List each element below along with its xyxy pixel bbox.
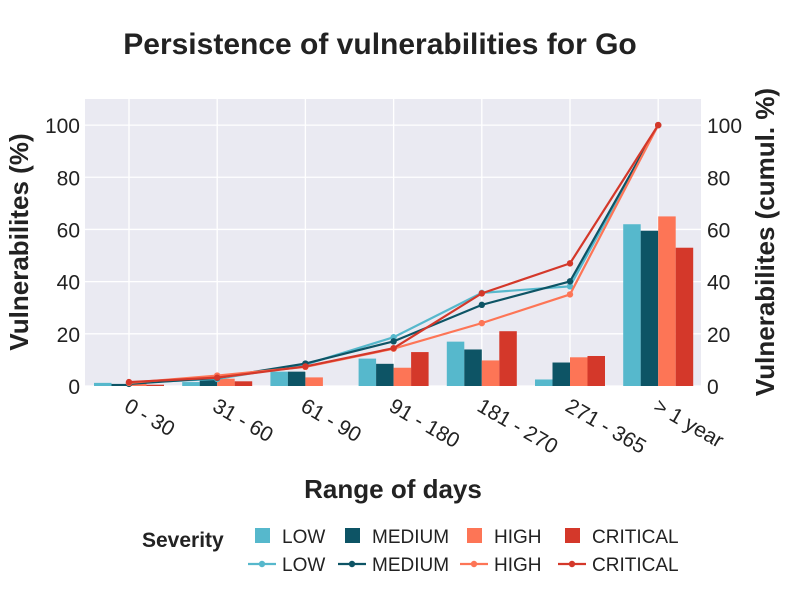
bar-low-5	[535, 379, 553, 386]
bar-low-6	[623, 224, 641, 386]
legend-marker-line-low	[258, 560, 266, 568]
y2-tick-label: 0	[707, 376, 719, 399]
y2-axis-label: Vulnerabilites (cumul. %)	[750, 88, 780, 396]
legend-title: Severity	[142, 529, 224, 552]
point-critical-3	[390, 344, 397, 352]
y2-tick-label: 60	[707, 219, 730, 242]
y-tick-label: 40	[57, 272, 80, 295]
x-tick-label: 31 - 60	[209, 394, 277, 447]
x-tick-label: 181 - 270	[473, 394, 561, 458]
point-critical-5	[566, 260, 574, 267]
legend-label-line-medium: MEDIUM	[372, 555, 449, 576]
point-critical-1	[214, 374, 221, 381]
y-axis-ticks: 0 20 40 60 80 100	[45, 115, 80, 399]
bar-critical-1	[234, 381, 253, 386]
bar-critical-0	[146, 384, 164, 386]
bars	[94, 216, 694, 386]
bar-low-2	[270, 371, 288, 386]
bar-high-1	[217, 378, 235, 386]
y2-tick-label: 100	[707, 115, 742, 138]
bar-low-1	[182, 382, 200, 386]
legend-marker-line-high	[470, 560, 478, 568]
y2-axis-ticks: 0 20 40 60 80 100	[707, 115, 742, 399]
point-medium-5	[566, 278, 574, 285]
point-low-5	[566, 283, 574, 290]
bar-critical-3	[411, 352, 429, 386]
legend-marker-line-medium	[348, 560, 356, 568]
point-high-5	[566, 291, 574, 298]
y-axis-label: Vulnerabilites (%)	[4, 133, 34, 350]
x-tick-label: > 1 year	[650, 394, 728, 452]
bar-critical-4	[499, 331, 517, 386]
chart-title: Persistence of vulnerabilities for Go	[123, 28, 637, 61]
bar-medium-5	[552, 362, 570, 386]
legend-label-bar-critical: CRITICAL	[592, 527, 679, 548]
legend-label-bar-high: HIGH	[494, 527, 542, 548]
legend-label-bar-low: LOW	[282, 527, 325, 548]
bar-medium-4	[464, 349, 482, 386]
x-axis-label: Range of days	[304, 474, 482, 504]
legend-swatch-bar-low	[255, 528, 270, 543]
legend-swatch-bar-critical	[565, 528, 580, 543]
bar-low-3	[358, 358, 377, 386]
bar-medium-0	[111, 383, 129, 386]
point-critical-0	[125, 378, 133, 386]
y-tick-label: 100	[45, 115, 80, 138]
legend-marker-line-critical	[568, 560, 576, 568]
point-medium-3	[390, 338, 397, 345]
y2-tick-label: 80	[707, 167, 730, 190]
bar-high-2	[305, 377, 323, 386]
x-tick-label: 91 - 180	[385, 394, 463, 452]
point-critical-6	[655, 121, 662, 129]
y-tick-label: 60	[57, 219, 80, 242]
point-medium-4	[478, 301, 485, 309]
legend-label-line-low: LOW	[282, 555, 325, 576]
legend-label-line-critical: CRITICAL	[592, 555, 679, 576]
bar-high-0	[129, 382, 147, 386]
bar-critical-6	[675, 247, 694, 386]
bar-medium-2	[287, 371, 306, 386]
point-critical-2	[302, 363, 309, 370]
bar-critical-5	[587, 355, 605, 386]
legend-label-line-high: HIGH	[494, 555, 542, 576]
bar-high-6	[658, 216, 676, 386]
point-critical-4	[478, 290, 485, 297]
y-tick-label: 80	[57, 167, 80, 190]
bar-high-3	[393, 367, 412, 386]
bar-low-4	[446, 341, 465, 386]
bar-medium-1	[199, 379, 218, 386]
y-tick-label: 20	[57, 324, 80, 347]
y2-tick-label: 20	[707, 324, 730, 347]
x-axis-ticks: 0 - 30 31 - 60 61 - 90 91 - 180 181 - 270 271…	[121, 394, 728, 458]
bar-medium-3	[376, 363, 394, 386]
x-tick-label: 0 - 30	[121, 394, 179, 441]
bar-medium-6	[640, 230, 659, 386]
y2-tick-label: 40	[707, 272, 730, 295]
bar-high-4	[481, 360, 500, 386]
bar-high-5	[570, 357, 588, 386]
legend-swatch-bar-medium	[345, 528, 360, 543]
x-tick-label: 61 - 90	[297, 394, 365, 447]
legend: Severity LOW MEDIUM HIGH CRITICAL LOW MEDIUM H…	[142, 527, 679, 576]
x-tick-label: 271 - 365	[562, 394, 650, 458]
y-tick-label: 0	[68, 376, 80, 399]
bar-low-0	[94, 382, 112, 386]
cumulative-lines	[125, 121, 662, 388]
legend-swatch-bar-high	[467, 528, 482, 543]
legend-label-bar-medium: MEDIUM	[372, 527, 449, 548]
point-high-4	[478, 319, 485, 327]
